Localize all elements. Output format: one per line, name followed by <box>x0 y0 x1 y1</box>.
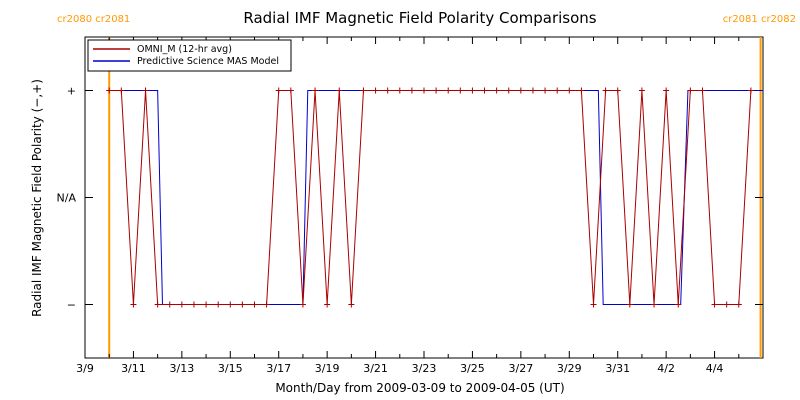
x-tick-label: 3/15 <box>218 362 243 375</box>
series-0-point <box>651 301 658 308</box>
x-tick-label: 3/23 <box>412 362 437 375</box>
series-0-point <box>699 87 706 94</box>
series-0-point <box>554 87 561 94</box>
series-0-point <box>118 87 125 94</box>
chart-title: Radial IMF Magnetic Field Polarity Compa… <box>243 9 596 27</box>
series-0-point <box>360 87 367 94</box>
plot-frame <box>84 36 764 359</box>
y-tick-label: + <box>67 85 76 98</box>
series-0-point <box>166 301 173 308</box>
series-0-point <box>142 87 149 94</box>
series-0-point <box>529 87 536 94</box>
series-0-point <box>566 87 573 94</box>
series-0-point <box>287 87 294 94</box>
series-line-1 <box>109 90 763 305</box>
series-0-point <box>638 87 645 94</box>
series-0-point <box>626 301 633 308</box>
series-0-point <box>336 87 343 94</box>
x-tick-label: 3/21 <box>363 362 388 375</box>
series-0-point <box>275 87 282 94</box>
x-tick-label: 3/9 <box>76 362 94 375</box>
series-0-point <box>408 87 415 94</box>
series-0-point <box>590 301 597 308</box>
legend: OMNI_M (12-hr avg) Predictive Science MA… <box>87 39 292 72</box>
x-tick-label: 4/2 <box>657 362 675 375</box>
series-0-point <box>469 87 476 94</box>
series-0-point <box>396 87 403 94</box>
x-tick-label: 3/25 <box>460 362 485 375</box>
series-0-point <box>299 301 306 308</box>
y-axis: + N/A − <box>57 85 763 312</box>
x-tick-label: 3/11 <box>121 362 146 375</box>
x-axis-label: Month/Day from 2009-03-09 to 2009-04-05 … <box>275 381 564 395</box>
series-0-point <box>239 301 246 308</box>
series-0-point <box>517 87 524 94</box>
series-0-point <box>348 301 355 308</box>
x-axis: 3/9 3/11 3/13 3/15 3/17 3/19 3/21 3/23 3/25 3/27 3… <box>76 37 764 375</box>
legend-label-mas: Predictive Science MAS Model <box>137 56 279 67</box>
series-0-point <box>227 301 234 308</box>
series-0-point <box>481 87 488 94</box>
series-0-point <box>687 87 694 94</box>
series-layer <box>106 87 763 308</box>
series-0-point <box>324 301 331 308</box>
series-0-point <box>505 87 512 94</box>
series-0-point <box>263 301 270 308</box>
series-0-point <box>106 87 113 94</box>
cr-left-label: cr2080 cr2081 <box>57 14 130 25</box>
series-0-point <box>372 87 379 94</box>
x-tick-label: 3/29 <box>557 362 582 375</box>
series-0-point <box>130 301 137 308</box>
series-0-point <box>602 87 609 94</box>
series-0-point <box>251 301 258 308</box>
series-0-point <box>457 87 464 94</box>
series-0-point <box>578 87 585 94</box>
series-0-point <box>178 301 185 308</box>
y-tick-label: N/A <box>57 192 77 205</box>
series-0-point <box>493 87 500 94</box>
series-0-point <box>312 87 319 94</box>
series-0-point <box>542 87 549 94</box>
y-axis-label: Radial IMF Magnetic Field Polarity (−,+) <box>30 79 44 317</box>
x-tick-label: 3/31 <box>605 362 630 375</box>
series-0-point <box>614 87 621 94</box>
series-0-point <box>215 301 222 308</box>
series-0-point <box>203 301 210 308</box>
x-tick-label: 3/13 <box>170 362 195 375</box>
x-tick-label: 3/27 <box>509 362 534 375</box>
series-0-point <box>747 87 754 94</box>
series-0-point <box>190 301 197 308</box>
series-line-0 <box>109 90 752 305</box>
series-0-point <box>384 87 391 94</box>
series-0-point <box>445 87 452 94</box>
series-0-point <box>154 301 161 308</box>
series-0-point <box>723 301 730 308</box>
cr-right-label: cr2081 cr2082 <box>723 14 796 25</box>
series-0-point <box>663 87 670 94</box>
legend-label-omni: OMNI_M (12-hr avg) <box>137 44 232 55</box>
series-0-point <box>735 301 742 308</box>
x-tick-label: 3/19 <box>315 362 340 375</box>
cr-marker-lines <box>108 37 762 358</box>
series-0-point <box>675 301 682 308</box>
x-tick-label: 3/17 <box>266 362 291 375</box>
series-0-point <box>433 87 440 94</box>
legend-box <box>87 39 292 72</box>
series-0-point <box>711 301 718 308</box>
x-tick-label: 4/4 <box>706 362 724 375</box>
y-tick-label: − <box>67 299 76 312</box>
series-0-point <box>421 87 427 94</box>
